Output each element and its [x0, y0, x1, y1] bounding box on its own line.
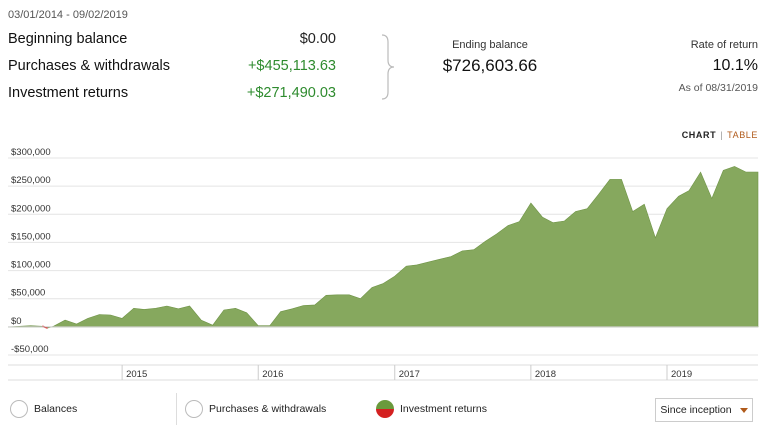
- legend-investment-returns[interactable]: Investment returns: [376, 400, 487, 418]
- investment-returns-label: Investment returns: [8, 85, 129, 101]
- x-tick-label: 2016: [262, 369, 283, 380]
- x-tick-label: 2017: [399, 369, 420, 380]
- y-tick-label: $50,000: [11, 288, 45, 299]
- rate-of-return-label: Rate of return: [690, 39, 758, 51]
- balance-area-chart: -$50,000 $0 $50,000 $100,000 $150,000 $200,00…: [7, 148, 759, 381]
- y-tick-label: $200,000: [11, 203, 51, 214]
- summary-bracket: [381, 34, 395, 100]
- toggle-separator: |: [720, 130, 724, 140]
- legend-purchases-withdrawals[interactable]: Purchases & withdrawals: [185, 400, 326, 418]
- table-view-link[interactable]: TABLE: [727, 130, 758, 140]
- period-select[interactable]: Since inception: [655, 398, 753, 422]
- date-range: 03/01/2014 - 09/02/2019: [8, 9, 128, 21]
- legend-balances[interactable]: Balances: [10, 400, 77, 418]
- period-select-value: Since inception: [660, 404, 732, 416]
- purchases-toggle-icon: [185, 400, 203, 418]
- legend-purchases-label: Purchases & withdrawals: [209, 403, 327, 415]
- beginning-balance-value: $0.00: [299, 31, 336, 47]
- purchases-withdrawals-label: Purchases & withdrawals: [8, 58, 170, 74]
- y-tick-label: $250,000: [11, 175, 51, 186]
- chart-view-link[interactable]: CHART: [681, 130, 717, 140]
- balance-area: [7, 166, 759, 329]
- ending-balance-value: $726,603.66: [442, 56, 538, 75]
- balances-toggle-icon: [10, 400, 28, 418]
- y-tick-label: $0: [11, 316, 22, 327]
- y-tick-label: -$50,000: [11, 344, 49, 355]
- as-of-date: As of 08/31/2019: [678, 82, 758, 94]
- view-toggle: CHART | TABLE: [682, 130, 758, 140]
- purchases-withdrawals-value: +$455,113.63: [247, 58, 336, 74]
- legend-divider: [176, 393, 177, 425]
- legend-balances-label: Balances: [34, 403, 78, 415]
- y-tick-label: $300,000: [11, 148, 51, 158]
- x-tick-label: 2015: [126, 369, 147, 380]
- x-tick-label: 2018: [535, 369, 556, 380]
- x-tick-label: 2019: [671, 369, 692, 380]
- chevron-down-icon: [739, 407, 748, 413]
- investment-returns-value: +$271,490.03: [246, 85, 336, 101]
- y-tick-label: $100,000: [11, 260, 51, 271]
- y-tick-label: $150,000: [11, 231, 51, 242]
- rate-of-return-value: 10.1%: [712, 57, 758, 74]
- legend-returns-label: Investment returns: [400, 403, 487, 415]
- investment-returns-toggle-icon: [376, 400, 394, 418]
- ending-balance-label: Ending balance: [452, 39, 528, 51]
- beginning-balance-label: Beginning balance: [8, 31, 128, 47]
